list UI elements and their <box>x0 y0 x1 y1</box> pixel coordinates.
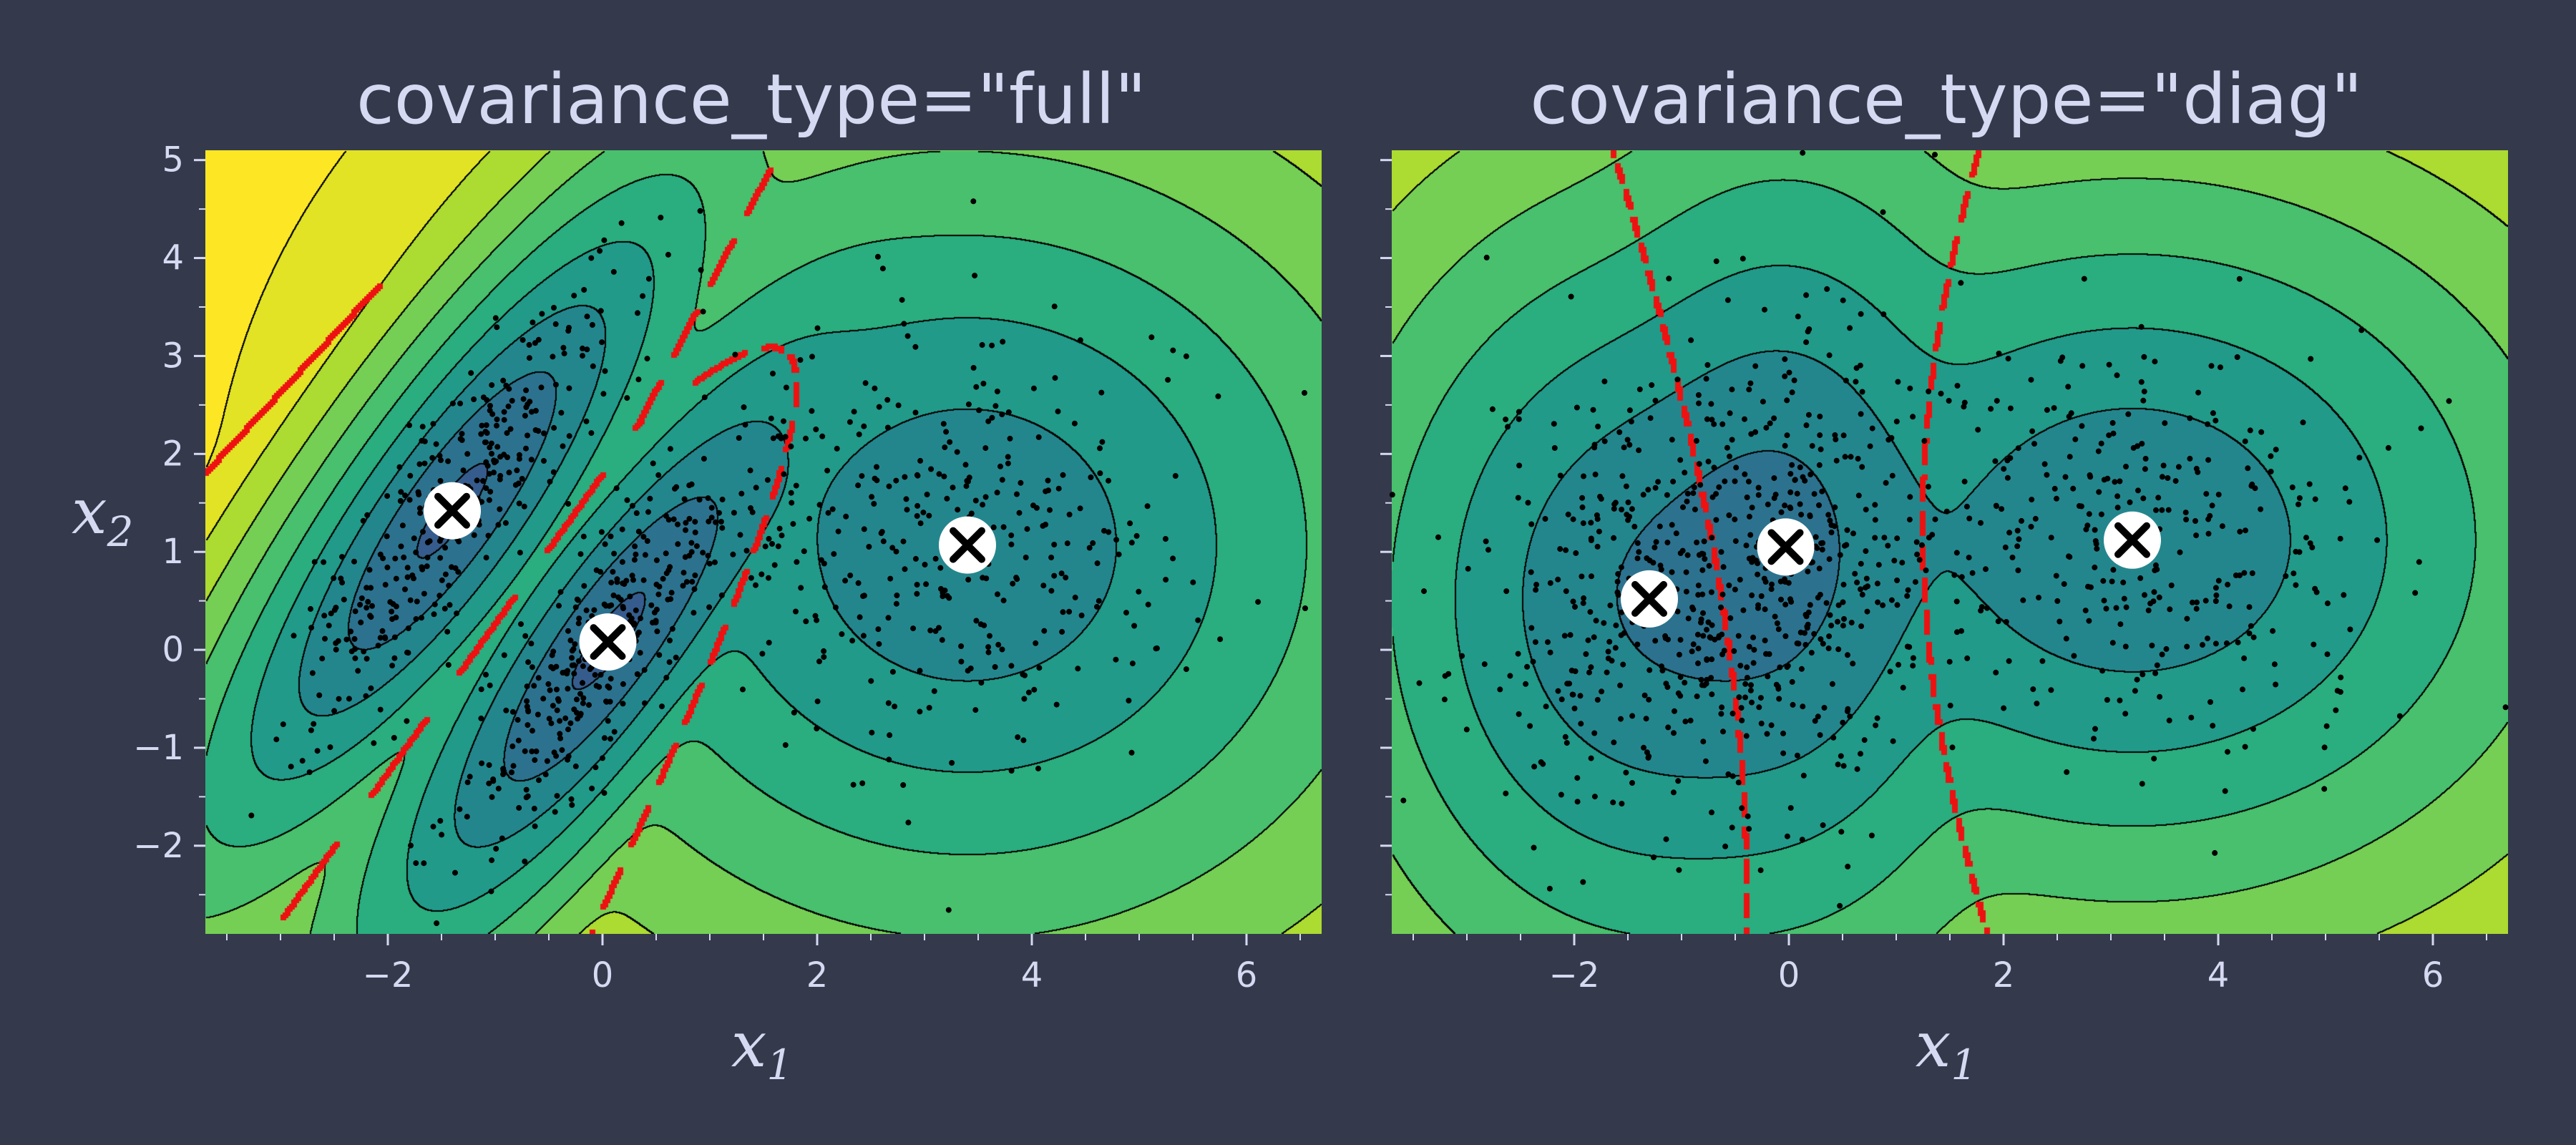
x-tick-label: 2 <box>1993 955 2015 995</box>
y-axis-label-text: x <box>72 474 107 548</box>
x-tick-label: 2 <box>806 955 829 995</box>
y-tick-label: −1 <box>133 728 184 768</box>
y-tick-label: 4 <box>162 238 184 278</box>
x-tick-label: 4 <box>1021 955 1043 995</box>
x-tick-label: 4 <box>2207 955 2230 995</box>
centroid-marker <box>1757 518 1815 576</box>
x-tick-label: 0 <box>1778 955 1800 995</box>
panel-diag: covariance_type="diag" −2 0 2 4 6 x1 <box>1380 59 2509 1089</box>
x-axis-label-subscript: 1 <box>766 1041 793 1089</box>
y-tick-label: 3 <box>162 336 184 376</box>
x-axis-label-subscript: 1 <box>1951 1041 1977 1089</box>
centroid-marker <box>2104 511 2161 569</box>
centroid-marker <box>424 482 481 540</box>
x-axis-ticks: −2 0 2 4 6 <box>1413 934 2487 995</box>
panel-title: covariance_type="full" <box>356 59 1146 140</box>
panel-full: covariance_type="full" −2 0 2 4 6 −2−1012345… <box>72 59 1322 1089</box>
x-axis-ticks: −2 0 2 4 6 <box>226 934 1301 995</box>
x-tick-label: 6 <box>1236 955 1258 995</box>
panel-title: covariance_type="diag" <box>1530 59 2362 140</box>
y-axis-label-subscript: 2 <box>107 507 134 556</box>
x-axis-label-text: x <box>731 1008 767 1081</box>
density-contour-plot <box>1392 150 2508 934</box>
density-contour-plot <box>205 150 1322 934</box>
x-axis-label-text: x <box>1916 1008 1951 1081</box>
y-tick-label: 5 <box>162 140 184 180</box>
sample-points <box>248 198 1308 927</box>
x-tick-label: −2 <box>363 955 414 995</box>
overlay-layer <box>1389 150 2509 909</box>
y-tick-label: 0 <box>162 630 184 670</box>
y-axis-ticks <box>1380 159 1392 896</box>
x-tick-label: 0 <box>592 955 614 995</box>
x-axis-label: x1 <box>1916 1008 1978 1089</box>
y-tick-label: 1 <box>162 532 184 572</box>
y-tick-label: 2 <box>162 434 184 474</box>
centroid-marker <box>579 613 637 671</box>
x-axis-label: x1 <box>731 1008 794 1089</box>
x-tick-label: −2 <box>1549 955 1600 995</box>
y-axis-ticks: −2 −1 0 1 2 3 4 5 <box>133 140 205 896</box>
centroid-marker <box>939 516 996 574</box>
overlay-layer <box>248 198 1308 927</box>
y-axis-label: x2 <box>72 474 134 556</box>
data-points <box>248 198 1308 927</box>
y-tick-label: −2 <box>133 826 184 866</box>
centroid-marker <box>1621 570 1678 628</box>
x-tick-label: 6 <box>2422 955 2444 995</box>
